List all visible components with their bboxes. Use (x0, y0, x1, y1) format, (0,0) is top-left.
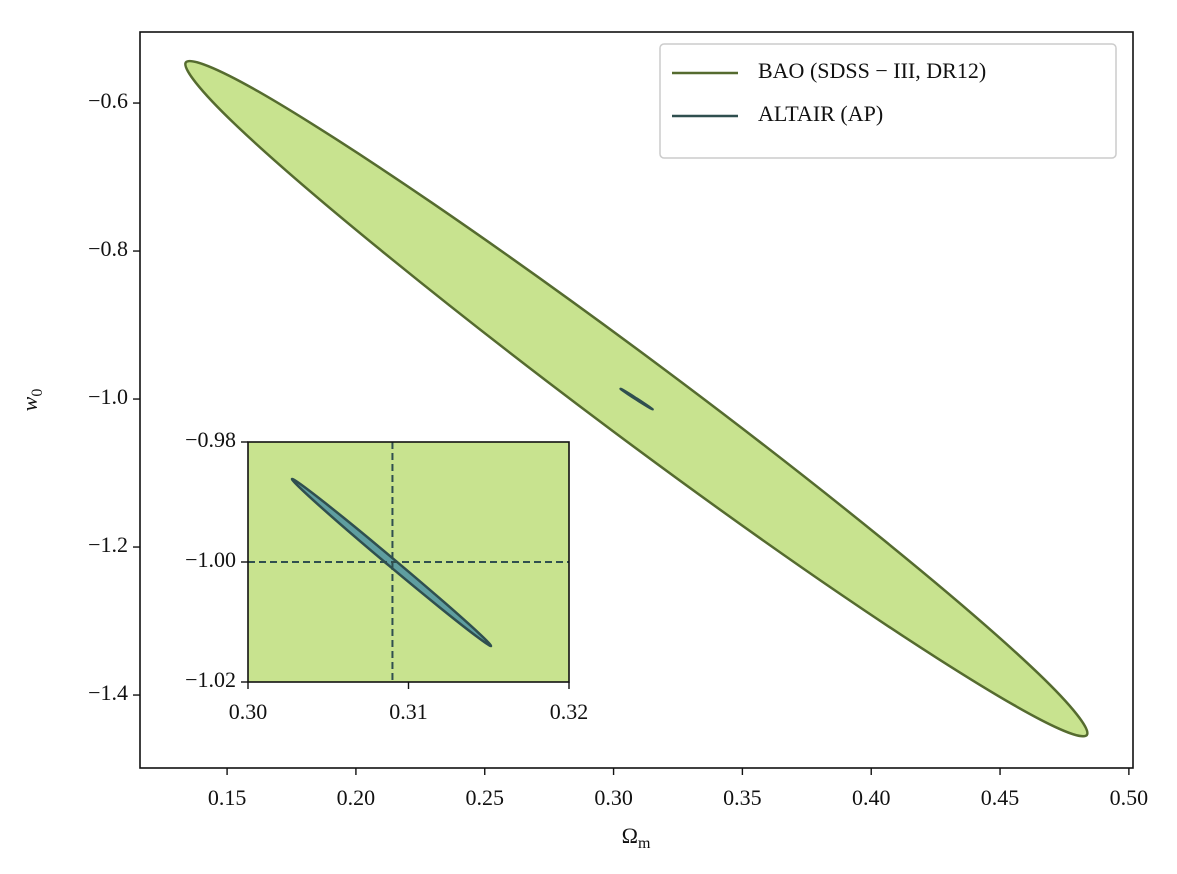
x-tick-label: 0.35 (723, 785, 762, 810)
legend-box (659, 43, 1117, 159)
plot-area (184, 59, 1089, 738)
y-tick-label: −1.0 (88, 384, 128, 409)
x-tick-label: 0.15 (208, 785, 247, 810)
axes-frame (139, 31, 1134, 769)
x-tick-label: 0.30 (229, 699, 268, 724)
y-tick-label: −1.2 (88, 532, 128, 557)
x-tick-label: 0.20 (337, 785, 376, 810)
y-tick-label: −1.00 (185, 547, 236, 572)
x-label-base: Ω (622, 823, 638, 848)
y-tick-label: −1.02 (185, 667, 236, 692)
x-tick-label: 0.50 (1110, 785, 1149, 810)
x-tick-label: 0.30 (594, 785, 633, 810)
y-tick-label: −0.98 (185, 427, 236, 452)
contour (619, 387, 654, 411)
x-axis-label: Ωm (622, 823, 651, 852)
x-tick-label: 0.40 (852, 785, 891, 810)
legend-label: ALTAIR (AP) (758, 101, 883, 126)
x-tick-label: 0.31 (389, 699, 428, 724)
y-label-sub: 0 (29, 389, 46, 397)
x-tick-label: 0.32 (550, 699, 589, 724)
plot-area (248, 442, 569, 682)
y-tick-label: −0.6 (88, 88, 128, 113)
x-tick-label: 0.45 (981, 785, 1020, 810)
y-axis-label: w0 (17, 389, 46, 412)
x-label-sub: m (638, 835, 651, 852)
legend-label: BAO (SDSS − III, DR12) (758, 58, 986, 83)
y-label-base: w (17, 396, 42, 411)
x-tick-label: 0.25 (465, 785, 504, 810)
y-tick-label: −1.4 (88, 680, 128, 705)
y-tick-label: −0.8 (88, 236, 128, 261)
